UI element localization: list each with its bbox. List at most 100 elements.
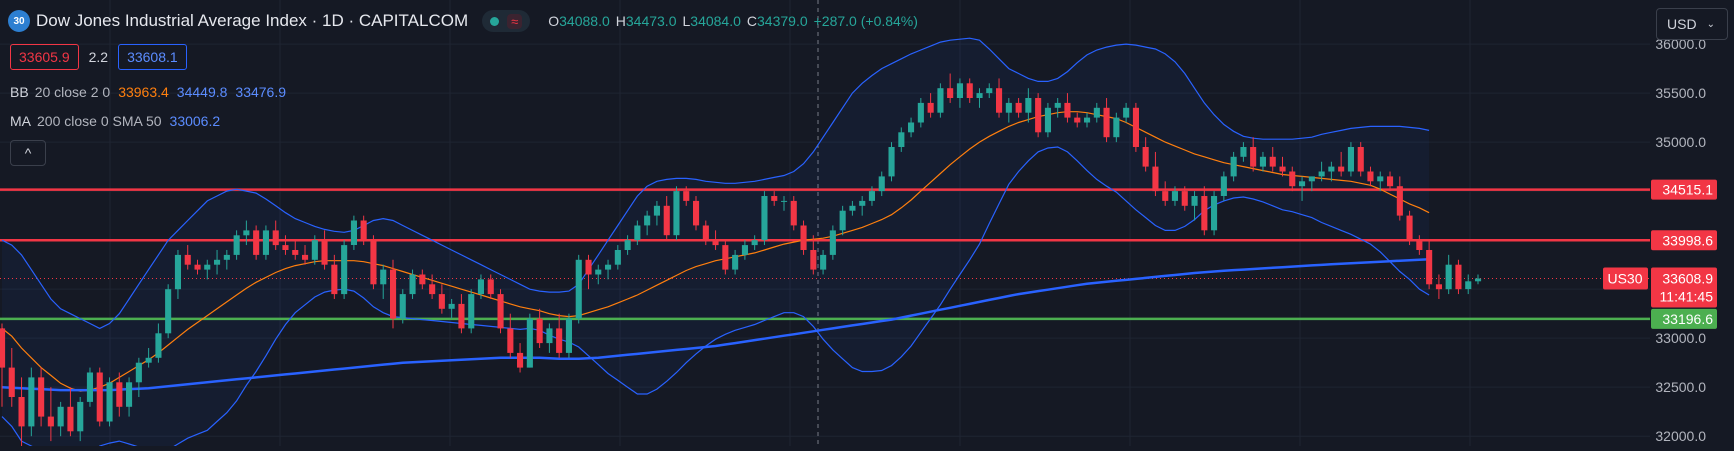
- last-price-tag: [1651, 267, 1717, 308]
- candle-down: [585, 259, 592, 275]
- candle-down: [487, 279, 494, 295]
- candle-up: [77, 401, 84, 432]
- candle-down: [1201, 196, 1208, 231]
- currency-button[interactable]: USD ⌄: [1656, 8, 1728, 40]
- candle-up: [380, 269, 387, 285]
- candle-up: [223, 254, 230, 260]
- candle-up: [741, 245, 748, 255]
- candle-up: [204, 264, 211, 270]
- chart-header: 30 Dow Jones Industrial Average Index · …: [8, 10, 918, 32]
- candle-down: [810, 250, 817, 270]
- bb-upper-value: 34449.8: [176, 84, 228, 100]
- candle-down: [556, 328, 563, 353]
- candle-up: [986, 88, 993, 94]
- candle-up: [86, 372, 93, 402]
- wave-icon: ≈: [507, 13, 523, 29]
- candle-up: [761, 196, 768, 241]
- candle-up: [898, 132, 905, 147]
- candle-down: [693, 200, 700, 226]
- candle-down: [370, 240, 377, 285]
- candle-up: [1230, 156, 1237, 177]
- candle-up: [1084, 117, 1091, 123]
- chevron-up-icon: ^: [24, 145, 32, 161]
- candle-down: [1435, 284, 1442, 290]
- ask-button[interactable]: 33608.1: [118, 44, 187, 70]
- high-label: H: [615, 13, 626, 29]
- y-tick-label: 32500.0: [1655, 379, 1706, 395]
- ma-200-line: [1, 258, 1430, 392]
- candle-up: [1211, 196, 1218, 231]
- candle-up: [57, 406, 64, 427]
- candle-up: [1465, 281, 1472, 290]
- candle-down: [1396, 186, 1403, 216]
- candle-up: [28, 377, 35, 427]
- candle-down: [194, 264, 201, 270]
- candle-down: [1015, 102, 1022, 113]
- open-label: O: [548, 13, 560, 29]
- candle-down: [360, 220, 367, 241]
- candle-down: [302, 254, 309, 260]
- ohlc-readout: O34088.0 H34473.0 L34084.0 C34379.0 +287…: [548, 13, 918, 29]
- candle-up: [341, 245, 348, 295]
- chevron-down-icon: ⌄: [1706, 18, 1715, 30]
- candle-up: [243, 230, 250, 236]
- candle-down: [253, 230, 260, 255]
- high-value: 34473.0: [625, 13, 677, 29]
- candle-down: [96, 372, 103, 422]
- bb-lower-line: [1, 146, 1430, 451]
- candle-down: [1279, 166, 1286, 172]
- y-tick-label: 35500.0: [1655, 85, 1706, 101]
- change-value: +287.0 (+0.84%): [813, 13, 918, 29]
- candle-up: [155, 333, 162, 358]
- candle-down: [282, 245, 289, 250]
- symbol-badge[interactable]: 30: [8, 10, 30, 32]
- ma-name: MA: [10, 113, 31, 129]
- candle-up: [624, 240, 631, 250]
- bb-legend[interactable]: BB 20 close 2 0 33963.4 34449.8 33476.9: [10, 84, 286, 100]
- candle-down: [966, 83, 973, 98]
- candle-down: [321, 240, 328, 265]
- chart-title[interactable]: Dow Jones Industrial Average Index · 1D …: [36, 11, 469, 30]
- candle-down: [1387, 176, 1394, 187]
- spread-value: 2.2: [88, 49, 109, 65]
- candle-down: [722, 245, 729, 270]
- candle-up: [526, 318, 533, 368]
- bid-button[interactable]: 33605.9: [10, 44, 79, 70]
- close-label: C: [746, 13, 758, 29]
- candle-down: [292, 250, 299, 255]
- candle-down: [497, 294, 504, 329]
- candle-down: [1103, 107, 1110, 138]
- candle-up: [1259, 156, 1266, 167]
- candle-down: [18, 397, 25, 427]
- indicator-series: [1, 37, 1430, 451]
- candle-down: [1250, 147, 1257, 167]
- candle-up: [1240, 147, 1247, 157]
- candle-up: [1191, 196, 1198, 206]
- market-status-toggle[interactable]: ≈: [482, 10, 531, 32]
- candle-up: [937, 88, 944, 113]
- candle-up: [868, 191, 875, 201]
- price-tag-label: 34515.1: [1662, 182, 1713, 198]
- low-value: 34084.0: [690, 13, 741, 29]
- candle-up: [135, 362, 142, 383]
- y-tick-label: 33000.0: [1655, 330, 1706, 346]
- candle-up: [1475, 278, 1482, 282]
- bb-basis-value: 33963.4: [118, 84, 169, 100]
- candle-down: [1367, 171, 1374, 182]
- ma-legend[interactable]: MA 200 close 0 SMA 50 33006.2: [10, 113, 220, 129]
- y-tick-label: 36000.0: [1655, 36, 1706, 52]
- candle-down: [419, 274, 426, 285]
- candle-down: [438, 294, 445, 309]
- candle-up: [468, 294, 475, 329]
- candle-down: [790, 200, 797, 226]
- bb-name: BB: [10, 84, 29, 100]
- bb-lower-value: 33476.9: [235, 84, 287, 100]
- candle-up: [859, 200, 866, 206]
- collapse-legend-button[interactable]: ^: [10, 140, 46, 166]
- candle-up: [634, 225, 641, 241]
- candle-up: [399, 294, 406, 319]
- candle-down: [1338, 166, 1345, 172]
- candle-down: [712, 240, 719, 246]
